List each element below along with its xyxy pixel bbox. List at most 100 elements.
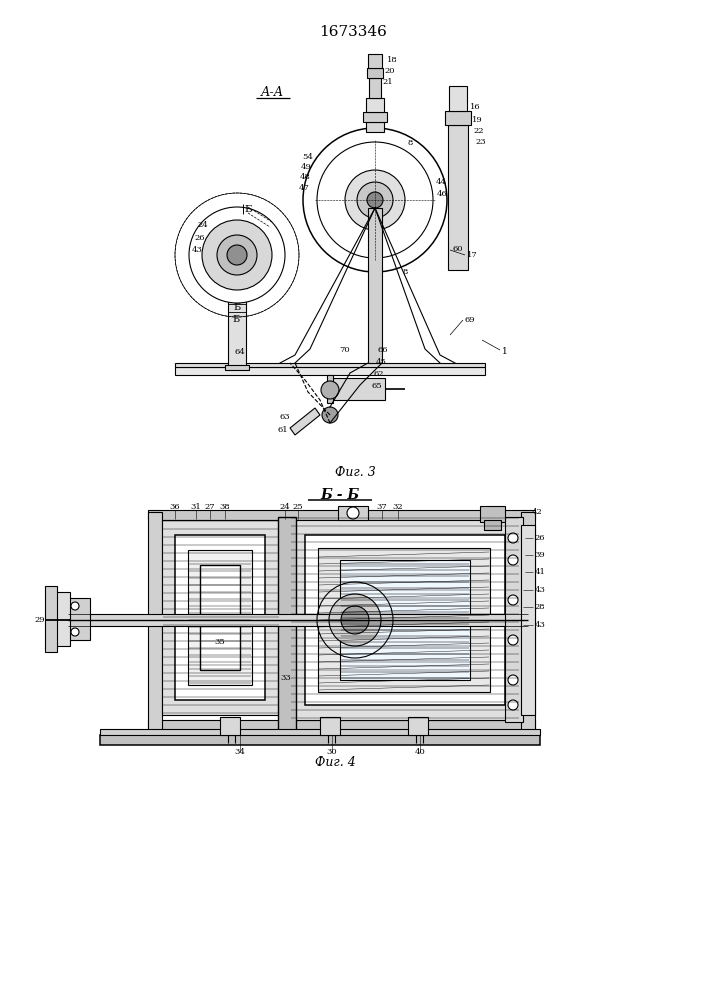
Bar	[68, 614, 528, 626]
Text: 63: 63	[280, 413, 291, 421]
Bar	[369, 78, 381, 98]
Bar	[148, 512, 162, 730]
Circle shape	[508, 635, 518, 645]
Bar	[45, 586, 57, 652]
Text: 36: 36	[170, 503, 180, 511]
Bar	[448, 125, 468, 270]
Bar	[505, 517, 523, 722]
Text: Б - Б: Б - Б	[320, 488, 360, 502]
Bar	[368, 54, 382, 68]
Bar	[175, 363, 485, 367]
Text: 30: 30	[327, 748, 337, 756]
Bar	[68, 598, 90, 640]
Circle shape	[321, 381, 339, 399]
Text: 24: 24	[198, 221, 209, 229]
Text: 26: 26	[534, 534, 545, 542]
Circle shape	[217, 235, 257, 275]
Text: 1673346: 1673346	[319, 25, 387, 39]
Text: А-А: А-А	[260, 87, 284, 100]
Bar	[278, 517, 296, 732]
Bar	[521, 525, 535, 715]
Text: 44: 44	[436, 178, 447, 186]
Text: 66: 66	[378, 346, 388, 354]
Bar	[340, 560, 470, 680]
Text: 39: 39	[534, 551, 545, 559]
Bar	[368, 208, 382, 363]
Text: 21: 21	[382, 78, 393, 86]
Bar	[162, 520, 280, 715]
Text: 28: 28	[534, 603, 545, 611]
Circle shape	[322, 407, 338, 423]
Text: 37: 37	[377, 503, 387, 511]
Bar	[330, 378, 385, 400]
Text: 43: 43	[192, 246, 202, 254]
Bar	[480, 506, 505, 522]
Circle shape	[71, 602, 79, 610]
Text: 16: 16	[469, 103, 480, 111]
Circle shape	[508, 533, 518, 543]
Text: 35: 35	[215, 638, 226, 646]
Text: Б: Б	[233, 316, 240, 324]
Bar	[200, 565, 240, 670]
Text: 20: 20	[385, 67, 395, 75]
Bar	[338, 506, 368, 520]
Bar	[367, 68, 383, 78]
Text: 29: 29	[35, 616, 45, 624]
Text: 69: 69	[464, 316, 475, 324]
Bar	[366, 122, 384, 132]
Bar	[320, 717, 340, 735]
Bar	[100, 729, 540, 735]
Text: Б: Б	[233, 304, 240, 312]
Text: 61: 61	[278, 426, 288, 434]
Circle shape	[345, 170, 405, 230]
Polygon shape	[290, 408, 320, 435]
Circle shape	[329, 594, 381, 646]
Text: 48: 48	[300, 173, 310, 181]
Circle shape	[347, 507, 359, 519]
Text: 38: 38	[220, 503, 230, 511]
Text: Б: Б	[244, 206, 252, 215]
Text: 64: 64	[235, 348, 245, 356]
Circle shape	[71, 628, 79, 636]
Text: 33: 33	[281, 674, 291, 682]
Bar	[148, 720, 535, 730]
Bar	[318, 548, 490, 692]
Text: 45: 45	[375, 358, 387, 366]
Text: 25: 25	[293, 503, 303, 511]
Text: 8: 8	[407, 139, 413, 147]
Text: 62: 62	[374, 370, 384, 378]
Text: 27: 27	[205, 503, 216, 511]
Text: 32: 32	[392, 503, 403, 511]
Text: 60: 60	[452, 245, 463, 253]
Text: 42: 42	[532, 508, 542, 516]
Bar	[366, 98, 384, 112]
Bar	[363, 112, 387, 122]
Circle shape	[508, 555, 518, 565]
Bar	[290, 520, 520, 720]
Bar	[521, 512, 535, 730]
Text: 70: 70	[339, 346, 350, 354]
Text: 23: 23	[476, 138, 486, 146]
Circle shape	[357, 182, 393, 218]
Text: 17: 17	[467, 251, 477, 259]
Bar	[327, 375, 333, 403]
Text: 54: 54	[303, 153, 313, 161]
Text: 1: 1	[502, 348, 508, 357]
Circle shape	[317, 142, 433, 258]
Bar	[54, 592, 70, 646]
Bar	[175, 367, 485, 375]
Bar	[148, 510, 535, 520]
Bar	[188, 550, 252, 685]
Text: 47: 47	[298, 184, 310, 192]
Bar	[484, 520, 501, 530]
Text: 18: 18	[387, 56, 397, 64]
Text: 65: 65	[372, 382, 382, 390]
Bar	[100, 735, 540, 745]
Bar	[408, 717, 428, 735]
Text: Фиг. 4: Фиг. 4	[315, 756, 356, 768]
Text: 43: 43	[534, 586, 545, 594]
Text: 49: 49	[300, 163, 312, 171]
Circle shape	[189, 207, 285, 303]
Circle shape	[508, 595, 518, 605]
Circle shape	[202, 220, 272, 290]
